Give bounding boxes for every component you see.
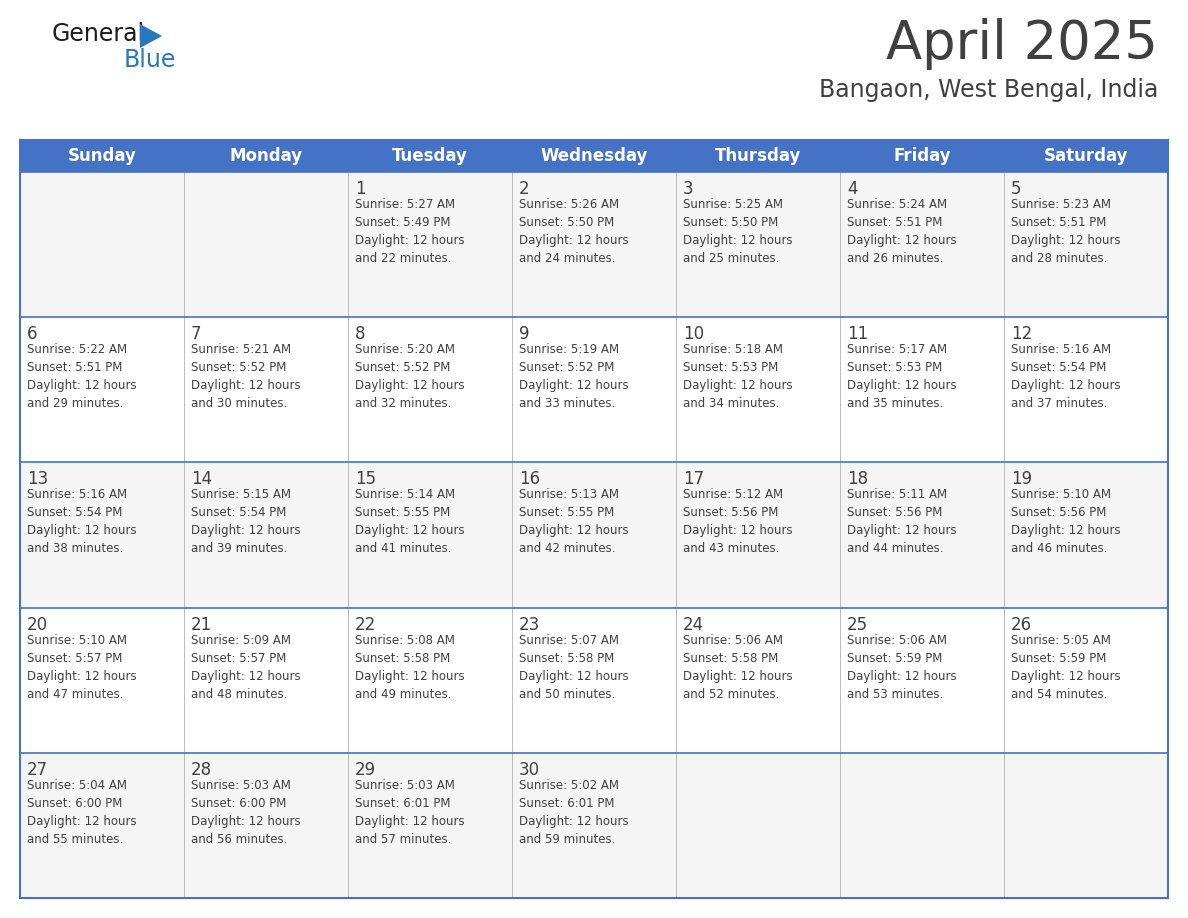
Text: Sunrise: 5:14 AM
Sunset: 5:55 PM
Daylight: 12 hours
and 41 minutes.: Sunrise: 5:14 AM Sunset: 5:55 PM Dayligh… <box>355 488 465 555</box>
Text: 24: 24 <box>683 616 704 633</box>
Text: Sunrise: 5:09 AM
Sunset: 5:57 PM
Daylight: 12 hours
and 48 minutes.: Sunrise: 5:09 AM Sunset: 5:57 PM Dayligh… <box>191 633 301 700</box>
Text: 21: 21 <box>191 616 213 633</box>
Text: Sunrise: 5:17 AM
Sunset: 5:53 PM
Daylight: 12 hours
and 35 minutes.: Sunrise: 5:17 AM Sunset: 5:53 PM Dayligh… <box>847 343 956 410</box>
Text: 26: 26 <box>1011 616 1032 633</box>
Text: Sunrise: 5:26 AM
Sunset: 5:50 PM
Daylight: 12 hours
and 24 minutes.: Sunrise: 5:26 AM Sunset: 5:50 PM Dayligh… <box>519 198 628 265</box>
Text: 29: 29 <box>355 761 377 778</box>
Text: Sunrise: 5:02 AM
Sunset: 6:01 PM
Daylight: 12 hours
and 59 minutes.: Sunrise: 5:02 AM Sunset: 6:01 PM Dayligh… <box>519 778 628 845</box>
Text: Sunrise: 5:23 AM
Sunset: 5:51 PM
Daylight: 12 hours
and 28 minutes.: Sunrise: 5:23 AM Sunset: 5:51 PM Dayligh… <box>1011 198 1120 265</box>
Bar <box>20 172 1168 318</box>
Text: Sunrise: 5:07 AM
Sunset: 5:58 PM
Daylight: 12 hours
and 50 minutes.: Sunrise: 5:07 AM Sunset: 5:58 PM Dayligh… <box>519 633 628 700</box>
Text: 7: 7 <box>191 325 202 343</box>
Text: 9: 9 <box>519 325 530 343</box>
Text: 14: 14 <box>191 470 213 488</box>
Text: Sunrise: 5:04 AM
Sunset: 6:00 PM
Daylight: 12 hours
and 55 minutes.: Sunrise: 5:04 AM Sunset: 6:00 PM Dayligh… <box>27 778 137 845</box>
Text: 15: 15 <box>355 470 377 488</box>
Text: Sunrise: 5:16 AM
Sunset: 5:54 PM
Daylight: 12 hours
and 38 minutes.: Sunrise: 5:16 AM Sunset: 5:54 PM Dayligh… <box>27 488 137 555</box>
Text: Wednesday: Wednesday <box>541 147 647 165</box>
Bar <box>20 753 1168 898</box>
Text: April 2025: April 2025 <box>886 18 1158 70</box>
Text: Sunrise: 5:16 AM
Sunset: 5:54 PM
Daylight: 12 hours
and 37 minutes.: Sunrise: 5:16 AM Sunset: 5:54 PM Dayligh… <box>1011 343 1120 410</box>
Text: 4: 4 <box>847 180 858 198</box>
Text: Friday: Friday <box>893 147 950 165</box>
Text: Thursday: Thursday <box>715 147 801 165</box>
Text: 22: 22 <box>355 616 377 633</box>
Text: Monday: Monday <box>229 147 303 165</box>
Text: 8: 8 <box>355 325 366 343</box>
Text: Sunrise: 5:19 AM
Sunset: 5:52 PM
Daylight: 12 hours
and 33 minutes.: Sunrise: 5:19 AM Sunset: 5:52 PM Dayligh… <box>519 343 628 410</box>
Text: Tuesday: Tuesday <box>392 147 468 165</box>
Text: 19: 19 <box>1011 470 1032 488</box>
Text: Sunday: Sunday <box>68 147 137 165</box>
Text: Sunrise: 5:20 AM
Sunset: 5:52 PM
Daylight: 12 hours
and 32 minutes.: Sunrise: 5:20 AM Sunset: 5:52 PM Dayligh… <box>355 343 465 410</box>
Text: Sunrise: 5:05 AM
Sunset: 5:59 PM
Daylight: 12 hours
and 54 minutes.: Sunrise: 5:05 AM Sunset: 5:59 PM Dayligh… <box>1011 633 1120 700</box>
Text: 1: 1 <box>355 180 366 198</box>
Text: Saturday: Saturday <box>1044 147 1129 165</box>
Text: 17: 17 <box>683 470 704 488</box>
Text: 6: 6 <box>27 325 38 343</box>
Bar <box>20 608 1168 753</box>
Text: Sunrise: 5:15 AM
Sunset: 5:54 PM
Daylight: 12 hours
and 39 minutes.: Sunrise: 5:15 AM Sunset: 5:54 PM Dayligh… <box>191 488 301 555</box>
Text: Sunrise: 5:21 AM
Sunset: 5:52 PM
Daylight: 12 hours
and 30 minutes.: Sunrise: 5:21 AM Sunset: 5:52 PM Dayligh… <box>191 343 301 410</box>
Text: 30: 30 <box>519 761 541 778</box>
Text: Sunrise: 5:03 AM
Sunset: 6:00 PM
Daylight: 12 hours
and 56 minutes.: Sunrise: 5:03 AM Sunset: 6:00 PM Dayligh… <box>191 778 301 845</box>
Text: Sunrise: 5:27 AM
Sunset: 5:49 PM
Daylight: 12 hours
and 22 minutes.: Sunrise: 5:27 AM Sunset: 5:49 PM Dayligh… <box>355 198 465 265</box>
Bar <box>20 463 1168 608</box>
Text: Sunrise: 5:08 AM
Sunset: 5:58 PM
Daylight: 12 hours
and 49 minutes.: Sunrise: 5:08 AM Sunset: 5:58 PM Dayligh… <box>355 633 465 700</box>
Text: Sunrise: 5:13 AM
Sunset: 5:55 PM
Daylight: 12 hours
and 42 minutes.: Sunrise: 5:13 AM Sunset: 5:55 PM Dayligh… <box>519 488 628 555</box>
Text: 16: 16 <box>519 470 541 488</box>
Bar <box>20 140 1168 172</box>
Text: 27: 27 <box>27 761 49 778</box>
Text: 18: 18 <box>847 470 868 488</box>
Text: Sunrise: 5:11 AM
Sunset: 5:56 PM
Daylight: 12 hours
and 44 minutes.: Sunrise: 5:11 AM Sunset: 5:56 PM Dayligh… <box>847 488 956 555</box>
Text: Sunrise: 5:25 AM
Sunset: 5:50 PM
Daylight: 12 hours
and 25 minutes.: Sunrise: 5:25 AM Sunset: 5:50 PM Dayligh… <box>683 198 792 265</box>
Text: Sunrise: 5:24 AM
Sunset: 5:51 PM
Daylight: 12 hours
and 26 minutes.: Sunrise: 5:24 AM Sunset: 5:51 PM Dayligh… <box>847 198 956 265</box>
Bar <box>20 318 1168 463</box>
Text: 11: 11 <box>847 325 868 343</box>
Text: 12: 12 <box>1011 325 1032 343</box>
Text: Sunrise: 5:03 AM
Sunset: 6:01 PM
Daylight: 12 hours
and 57 minutes.: Sunrise: 5:03 AM Sunset: 6:01 PM Dayligh… <box>355 778 465 845</box>
Text: 3: 3 <box>683 180 694 198</box>
Text: General: General <box>52 22 145 46</box>
Text: Sunrise: 5:10 AM
Sunset: 5:56 PM
Daylight: 12 hours
and 46 minutes.: Sunrise: 5:10 AM Sunset: 5:56 PM Dayligh… <box>1011 488 1120 555</box>
Polygon shape <box>140 24 162 48</box>
Text: Blue: Blue <box>124 48 176 72</box>
Text: Sunrise: 5:18 AM
Sunset: 5:53 PM
Daylight: 12 hours
and 34 minutes.: Sunrise: 5:18 AM Sunset: 5:53 PM Dayligh… <box>683 343 792 410</box>
Text: 5: 5 <box>1011 180 1022 198</box>
Text: Sunrise: 5:22 AM
Sunset: 5:51 PM
Daylight: 12 hours
and 29 minutes.: Sunrise: 5:22 AM Sunset: 5:51 PM Dayligh… <box>27 343 137 410</box>
Text: 28: 28 <box>191 761 213 778</box>
Text: 10: 10 <box>683 325 704 343</box>
Text: Bangaon, West Bengal, India: Bangaon, West Bengal, India <box>819 78 1158 102</box>
Text: Sunrise: 5:06 AM
Sunset: 5:58 PM
Daylight: 12 hours
and 52 minutes.: Sunrise: 5:06 AM Sunset: 5:58 PM Dayligh… <box>683 633 792 700</box>
Text: 13: 13 <box>27 470 49 488</box>
Text: 25: 25 <box>847 616 868 633</box>
Text: Sunrise: 5:10 AM
Sunset: 5:57 PM
Daylight: 12 hours
and 47 minutes.: Sunrise: 5:10 AM Sunset: 5:57 PM Dayligh… <box>27 633 137 700</box>
Text: 20: 20 <box>27 616 49 633</box>
Text: 2: 2 <box>519 180 530 198</box>
Text: 23: 23 <box>519 616 541 633</box>
Text: Sunrise: 5:12 AM
Sunset: 5:56 PM
Daylight: 12 hours
and 43 minutes.: Sunrise: 5:12 AM Sunset: 5:56 PM Dayligh… <box>683 488 792 555</box>
Text: Sunrise: 5:06 AM
Sunset: 5:59 PM
Daylight: 12 hours
and 53 minutes.: Sunrise: 5:06 AM Sunset: 5:59 PM Dayligh… <box>847 633 956 700</box>
